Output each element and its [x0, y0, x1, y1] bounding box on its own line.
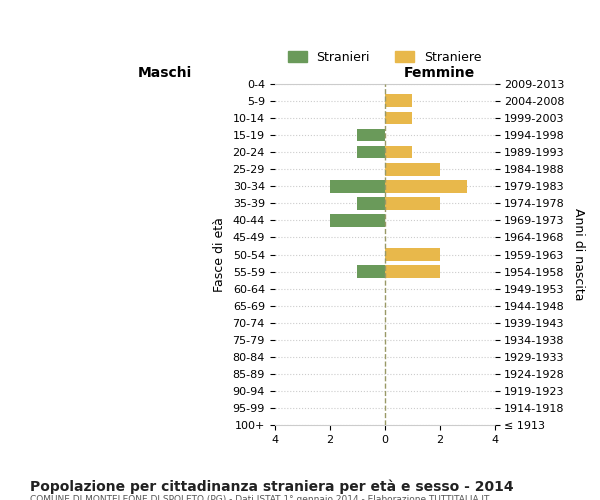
Text: COMUNE DI MONTELEONE DI SPOLETO (PG) - Dati ISTAT 1° gennaio 2014 - Elaborazione: COMUNE DI MONTELEONE DI SPOLETO (PG) - D… — [30, 495, 490, 500]
Y-axis label: Fasce di età: Fasce di età — [212, 217, 226, 292]
Y-axis label: Anni di nascita: Anni di nascita — [572, 208, 585, 301]
Bar — [329, 214, 385, 227]
Bar — [385, 197, 440, 209]
Bar — [385, 180, 467, 192]
Bar — [385, 248, 440, 261]
Text: Femmine: Femmine — [404, 66, 475, 80]
Text: Popolazione per cittadinanza straniera per età e sesso - 2014: Popolazione per cittadinanza straniera p… — [30, 480, 514, 494]
Bar — [385, 163, 440, 175]
Text: Maschi: Maschi — [137, 66, 192, 80]
Bar — [385, 112, 412, 124]
Bar — [385, 265, 440, 278]
Bar — [385, 94, 412, 108]
Bar — [357, 197, 385, 209]
Bar — [357, 146, 385, 158]
Bar — [329, 180, 385, 192]
Legend: Stranieri, Straniere: Stranieri, Straniere — [283, 46, 487, 68]
Bar — [357, 265, 385, 278]
Bar — [385, 146, 412, 158]
Bar — [357, 128, 385, 141]
